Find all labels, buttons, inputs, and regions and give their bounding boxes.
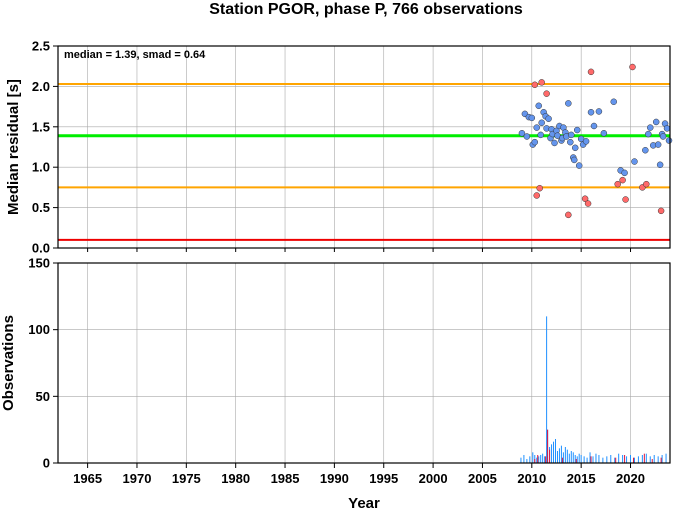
inlier-point <box>587 109 595 116</box>
outlier-point <box>536 184 543 192</box>
top-panel: 0.0 0.5 1.0 1.5 2.0 2.5 median = 1.39, smad =… <box>5 39 673 256</box>
inlier-point <box>573 126 581 134</box>
top-y-tick-label: 2.0 <box>32 79 50 94</box>
inlier-point <box>621 169 628 177</box>
x-tick-label: 1970 <box>123 471 152 486</box>
top-y-axis-label: Median residual [s] <box>5 79 22 215</box>
bottom-plot-frame <box>57 262 671 464</box>
inlier-point <box>663 125 671 132</box>
outlier-point <box>531 81 539 89</box>
x-tick-label: 1975 <box>172 471 201 486</box>
inlier-point <box>567 138 574 146</box>
bottom-y-axis-label: Observations <box>0 315 17 411</box>
outlier-point <box>543 90 550 97</box>
inlier-point <box>571 144 579 152</box>
outlier-point <box>622 196 629 203</box>
outlier-point <box>565 211 572 219</box>
inlier-point <box>645 130 652 138</box>
inlier-point <box>590 122 598 130</box>
bottom-y-tick-label: 50 <box>36 389 50 404</box>
x-tick-label: 1990 <box>320 471 349 486</box>
inlier-point <box>575 162 583 169</box>
inlier-point <box>631 158 638 165</box>
inlier-point <box>654 141 662 148</box>
outlier-point <box>533 192 540 199</box>
x-axis-label: Year <box>348 495 380 511</box>
inlier-point <box>582 138 590 145</box>
outlier-point <box>538 79 545 86</box>
inlier-point <box>518 130 526 137</box>
inlier-point <box>652 118 660 126</box>
inlier-point <box>538 119 545 127</box>
outlier-point <box>584 200 592 207</box>
bottom-plot-area <box>58 263 670 463</box>
inlier-point <box>545 115 552 122</box>
x-tick-label: 2020 <box>616 471 645 486</box>
outlier-point <box>581 195 589 202</box>
top-y-tick-label: 0.0 <box>32 241 50 256</box>
outlier-point <box>619 176 626 184</box>
inlier-point <box>523 133 531 140</box>
top-y-ticks: 0.0 0.5 1.0 1.5 2.0 2.5 <box>32 39 632 256</box>
inlier-point <box>656 161 664 169</box>
outlier-point <box>657 207 665 215</box>
bottom-panel: 0 50 100 150 1965 1970 1975 1980 1985 1990 1995 20… <box>0 256 671 511</box>
inlier-point <box>665 137 673 144</box>
top-y-tick-label: 0.5 <box>32 200 50 215</box>
x-tick-label: 2015 <box>567 471 596 486</box>
top-y-tick-label: 1.0 <box>32 160 50 175</box>
inlier-point <box>600 130 608 137</box>
stats-annotation: median = 1.39, smad = 0.64 <box>64 49 206 61</box>
inlier-point <box>647 124 654 131</box>
x-tick-label: 2000 <box>419 471 448 486</box>
inlier-point <box>659 133 667 140</box>
bottom-y-ticks: 0 50 100 150 <box>28 256 58 471</box>
outlier-point <box>629 63 636 71</box>
x-tick-label: 1995 <box>369 471 398 486</box>
top-y-tick-label: 1.5 <box>32 119 50 134</box>
inlier-point <box>610 98 617 106</box>
inlier-point <box>551 139 558 147</box>
inlier-point <box>565 100 572 107</box>
inlier-point <box>531 138 539 146</box>
top-y-tick-label: 2.5 <box>32 39 50 54</box>
scatter-points <box>518 63 673 219</box>
x-tick-label: 2010 <box>517 471 546 486</box>
outlier-point <box>643 180 650 188</box>
inlier-point <box>528 114 536 122</box>
chart-title: Station PGOR, phase P, 766 observations <box>209 1 523 18</box>
observation-bars <box>520 316 667 463</box>
inlier-point <box>533 124 540 131</box>
x-tick-label: 1980 <box>221 471 250 486</box>
outlier-point <box>614 180 621 188</box>
inlier-point <box>535 102 542 110</box>
inlier-point <box>595 108 603 115</box>
x-tick-label: 2005 <box>468 471 497 486</box>
inlier-point <box>568 131 575 139</box>
bottom-x-ticks: 1965 1970 1975 1980 1985 1990 1995 2000 2005 2010… <box>73 463 645 486</box>
x-tick-label: 1965 <box>73 471 102 486</box>
x-tick-label: 1985 <box>271 471 300 486</box>
outlier-point <box>587 68 595 76</box>
top-plot-frame <box>57 45 671 249</box>
bottom-y-tick-label: 100 <box>28 322 50 337</box>
inlier-point <box>642 146 649 154</box>
bottom-y-tick-label: 150 <box>28 256 50 271</box>
inlier-point <box>537 131 544 139</box>
inlier-point <box>571 156 578 164</box>
bottom-y-tick-label: 0 <box>43 456 50 471</box>
